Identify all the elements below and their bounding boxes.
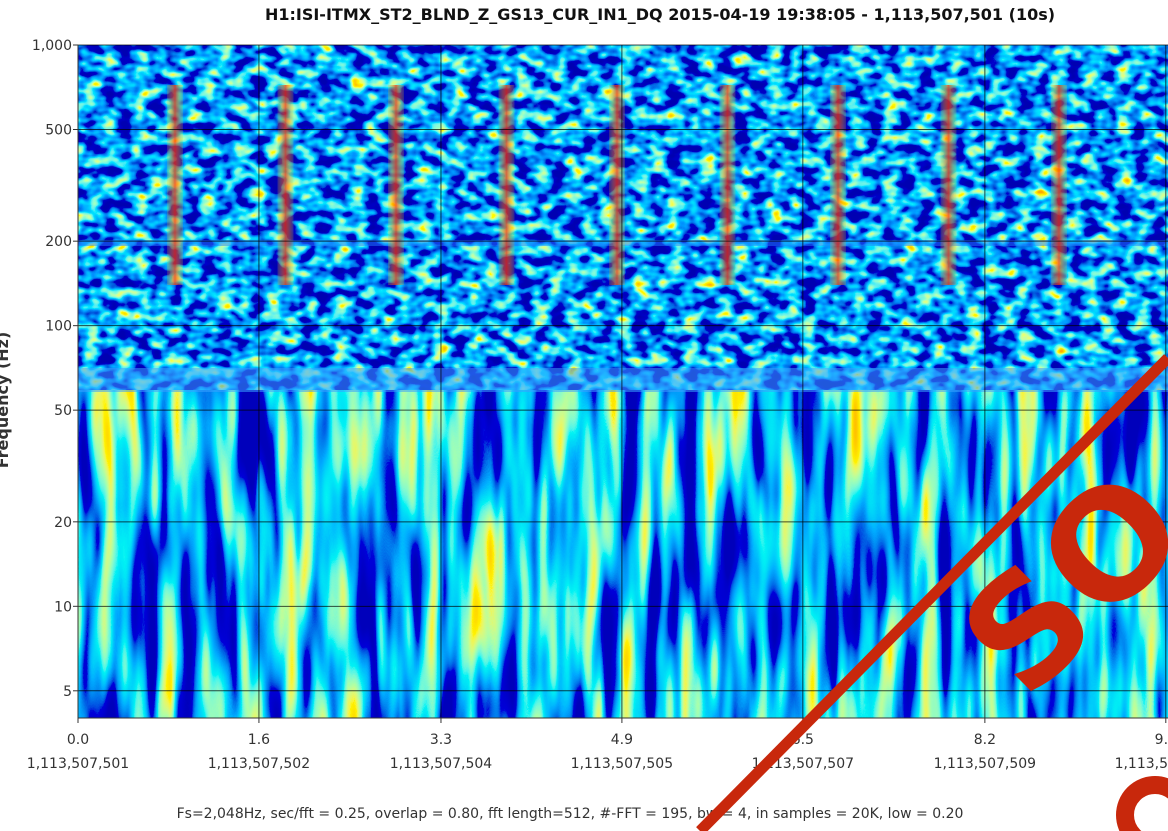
footer: Fs=2,048Hz, sec/fft = 0.25, overlap = 0.… xyxy=(177,806,964,822)
x-tick-gps-label: 1,113,507,501 xyxy=(27,756,129,772)
pulse-stripe xyxy=(609,85,625,285)
x-tick-label: 9.8 xyxy=(1155,732,1168,748)
y-axis-label: Frequency (Hz) xyxy=(0,332,12,469)
x-tick-gps-label: 1,113,507,505 xyxy=(571,756,673,772)
pulse-stripe xyxy=(830,85,846,285)
y-tick-label: 10 xyxy=(54,599,72,615)
pulse-stripes xyxy=(167,85,1067,285)
spectrogram-low xyxy=(78,390,1168,718)
x-tick-label: 8.2 xyxy=(974,732,996,748)
pulse-stripe xyxy=(498,85,515,285)
y-tick-label: 50 xyxy=(54,403,72,419)
x-tick-gps-label: 1,113,507,509 xyxy=(934,756,1036,772)
y-tick-label: 200 xyxy=(45,234,72,250)
x-tick-label: 1.6 xyxy=(248,732,270,748)
y-tick-label: 20 xyxy=(54,515,72,531)
band xyxy=(78,368,1168,392)
y-tick-label: 1,000 xyxy=(32,38,72,54)
pulse-stripe xyxy=(167,85,183,285)
pulse-stripe xyxy=(940,85,957,285)
pulse-stripe xyxy=(388,85,404,285)
x-tick-label: 3.3 xyxy=(430,732,452,748)
pulse-stripe xyxy=(719,85,736,285)
spectrogram xyxy=(78,45,1168,718)
y-tick-label: 500 xyxy=(45,122,72,138)
x-tick-label: 4.9 xyxy=(611,732,633,748)
pulse-stripe xyxy=(1051,85,1067,285)
y-tick-label: 5 xyxy=(63,684,72,700)
watermark-shape xyxy=(1116,776,1168,831)
y-tick-label: 100 xyxy=(45,319,72,335)
watermark-line xyxy=(696,354,1168,831)
grid xyxy=(78,44,1168,718)
axes: 5 10 20 50 100 200 500 1,000 0.0 1,113,507,501 1.6… xyxy=(27,38,1168,772)
x-tick-gps-label: 1,113,507,504 xyxy=(390,756,493,772)
pulse-stripe xyxy=(277,85,294,285)
x-tick-label: 0.0 xyxy=(67,732,89,748)
x-tick-gps-label: 1,113,507,502 xyxy=(208,756,310,772)
chart-title: H1:ISI-ITMX_ST2_BLND_Z_GS13_CUR_IN1_DQ 2… xyxy=(265,5,1055,24)
x-tick-gps-label: 1,113,507,511 xyxy=(1115,756,1168,772)
